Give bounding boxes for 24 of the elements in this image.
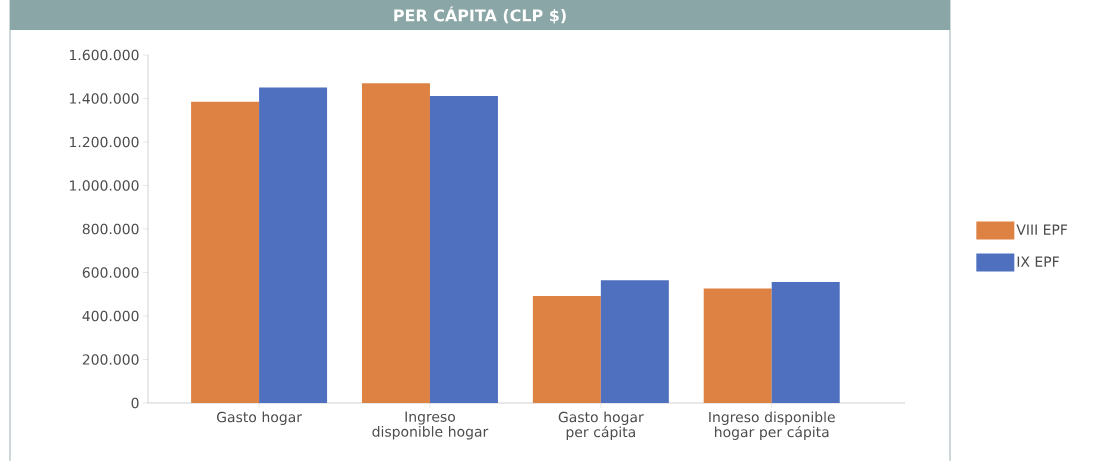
x-tick-label: Gasto hogar bbox=[216, 411, 302, 426]
x-tick-label: Ingreso disponible hogar per cápita bbox=[709, 411, 835, 440]
y-tick-label: 600.000 bbox=[82, 267, 139, 278]
y-tick-label: 800.000 bbox=[82, 223, 139, 235]
bar bbox=[532, 295, 601, 403]
x-tick-label: Gasto hogar per cápita bbox=[558, 411, 644, 440]
bar bbox=[429, 95, 498, 403]
legend-label: IX EPF bbox=[1017, 256, 1059, 267]
bar bbox=[600, 280, 669, 403]
y-tick-label: 1.400.000 bbox=[70, 93, 139, 104]
bar bbox=[361, 83, 430, 403]
chart-title: PER CÁPITA (CLP $) bbox=[394, 6, 566, 24]
y-tick-label: 400.000 bbox=[82, 310, 139, 322]
y-tick-label: 1.200.000 bbox=[70, 136, 139, 148]
bar bbox=[703, 288, 772, 403]
legend-label: VIII EPF bbox=[1016, 224, 1068, 235]
bar bbox=[259, 87, 328, 403]
y-tick-label: 200.000 bbox=[82, 354, 139, 365]
bar bbox=[771, 282, 840, 403]
y-tick-label: 0 bbox=[131, 397, 139, 409]
y-tick-label: 1.600.000 bbox=[70, 49, 139, 61]
bar bbox=[191, 101, 260, 403]
x-tick-label: Ingreso disponible hogar bbox=[372, 411, 489, 440]
y-tick-label: 1.000.000 bbox=[70, 180, 139, 191]
